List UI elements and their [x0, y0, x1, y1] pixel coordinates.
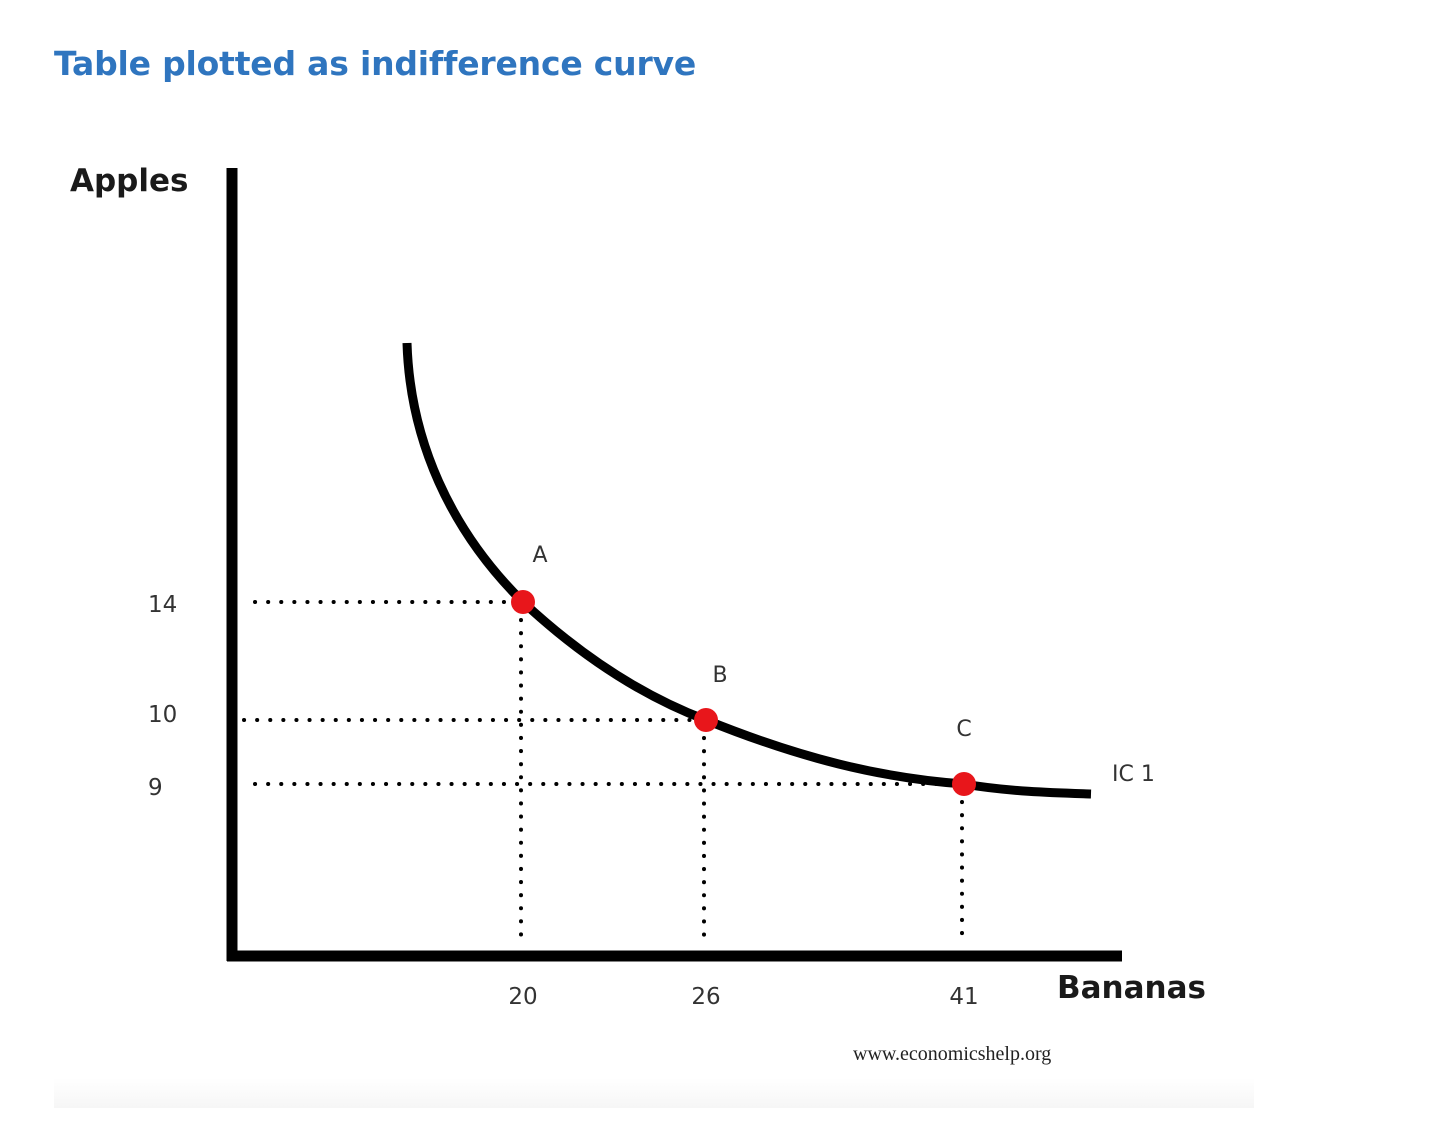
- point-b: [694, 708, 718, 732]
- point-c: [952, 772, 976, 796]
- figure-shadow: [54, 1078, 1254, 1108]
- indifference-curve-ic1: [402, 342, 1092, 799]
- x-tick-label: 41: [949, 984, 978, 1010]
- x-axis-title: Bananas: [1057, 970, 1206, 1006]
- point-a: [511, 590, 535, 614]
- source-credit: www.economicshelp.org: [853, 1043, 1051, 1065]
- x-tick-label: 20: [508, 984, 537, 1010]
- y-tick-label: 10: [148, 702, 177, 728]
- dotted-guide-lines: [242, 600, 964, 948]
- y-tick-label: 14: [148, 592, 177, 618]
- curve-label-ic1: IC 1: [1112, 762, 1155, 787]
- point-label-b: B: [712, 663, 727, 688]
- x-tick-label: 26: [691, 984, 720, 1010]
- page-title: Table plotted as indifference curve: [54, 44, 697, 83]
- y-tick-label: 9: [148, 775, 163, 801]
- y-axis-title: Apples: [70, 163, 188, 199]
- point-label-c: C: [956, 717, 971, 742]
- point-label-a: A: [532, 543, 547, 568]
